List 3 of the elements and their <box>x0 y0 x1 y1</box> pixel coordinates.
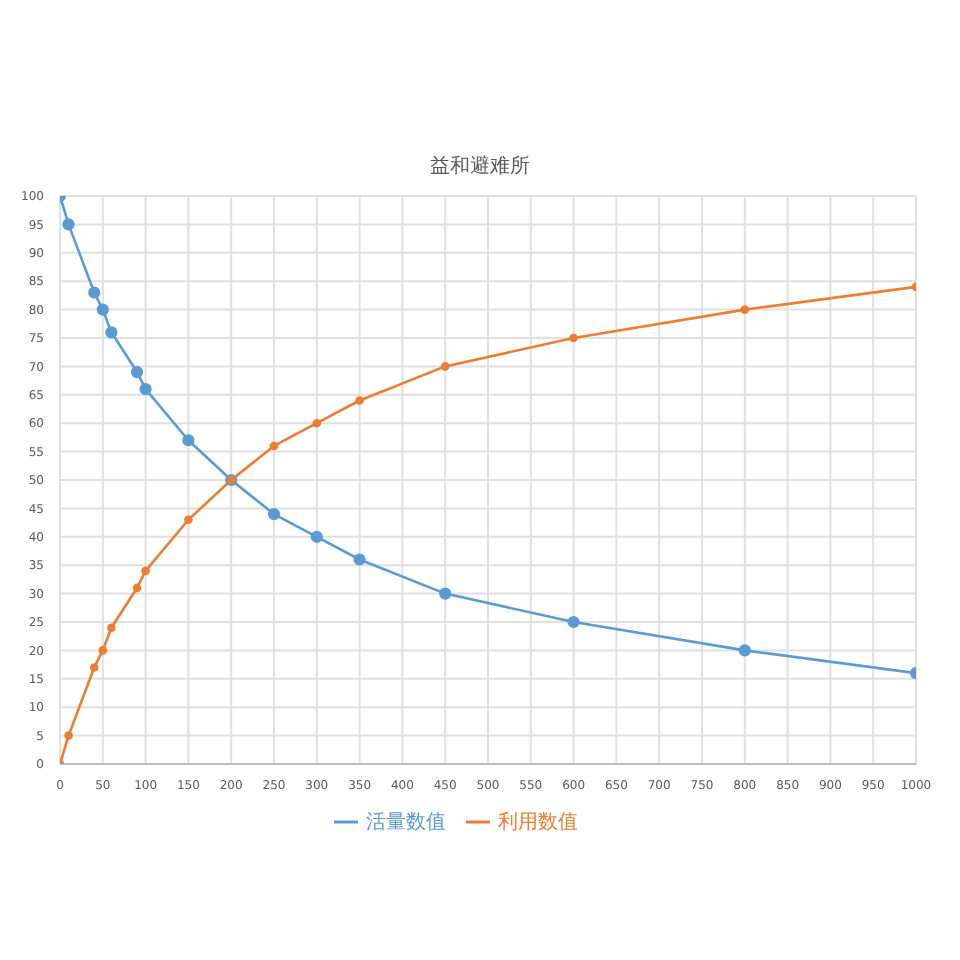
legend-label: 活量数值 <box>366 812 446 834</box>
legend-label: 利用数值 <box>498 812 578 834</box>
chart-title: 益和避难所 <box>428 153 532 182</box>
